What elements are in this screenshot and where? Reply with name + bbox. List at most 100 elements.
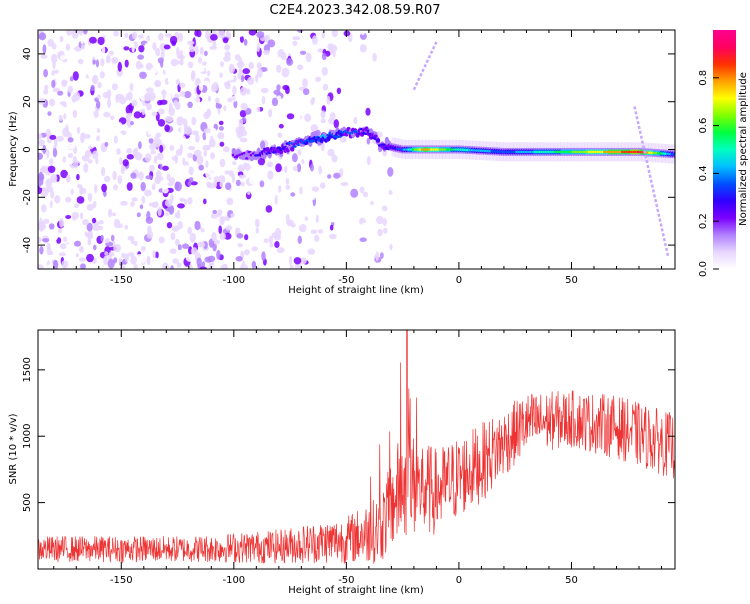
spectrogram-noise-cell bbox=[103, 111, 111, 118]
spectrogram-noise-cell bbox=[194, 220, 201, 231]
spectrogram-noise-cell bbox=[47, 165, 56, 173]
spectrogram-noise-cell bbox=[329, 224, 334, 231]
spectrogram-noise-cell bbox=[38, 236, 42, 244]
spectrogram-noise-cell bbox=[40, 54, 48, 59]
spectrogram-noise-cell bbox=[152, 42, 157, 51]
spectrogram-noise-cell bbox=[244, 249, 250, 256]
spectrogram-noise-cell bbox=[388, 190, 393, 195]
spectrogram-noise-cell bbox=[158, 108, 165, 115]
spectrogram-noise-cell bbox=[57, 228, 63, 234]
spectrogram-noise-cell bbox=[301, 115, 305, 124]
spectrogram-xtick-label: 50 bbox=[565, 275, 578, 286]
spectrogram-noise-cell bbox=[57, 90, 64, 96]
spectrogram-noise-cell bbox=[176, 46, 180, 57]
spectrogram-noise-cell bbox=[145, 216, 154, 224]
spectrogram-noise-cell bbox=[159, 99, 168, 105]
spectrogram-noise-cell bbox=[310, 229, 318, 235]
spectrogram-noise-cell bbox=[285, 184, 291, 190]
spectrogram-noise-cell bbox=[90, 142, 96, 148]
colorbar: 0.0 0.2 0.4 0.6 0.8 Normalized spectral ampl… bbox=[698, 30, 749, 277]
spectrogram-noise-cell bbox=[238, 30, 244, 37]
spectrogram-noise-cell bbox=[182, 46, 189, 57]
spectrogram-noise-cell bbox=[296, 64, 304, 71]
spectrogram-noise-cell bbox=[49, 134, 57, 140]
spectrogram-noise-cell bbox=[66, 174, 71, 183]
spectrogram-noise-cell bbox=[139, 204, 144, 210]
spectrogram-noise-cell bbox=[302, 78, 308, 88]
spectrogram-noise-cell bbox=[133, 240, 138, 247]
spectrogram-noise-cell bbox=[220, 264, 228, 269]
spectrogram-noise-cell bbox=[50, 190, 55, 199]
spectrogram-noise-cell bbox=[224, 51, 231, 58]
spectrogram-noise-cell bbox=[239, 87, 247, 96]
spectrogram-noise-cell bbox=[43, 69, 48, 78]
spectrogram-noise-cell bbox=[370, 201, 374, 205]
spectrogram-noise-cell bbox=[169, 35, 178, 45]
spectrogram-noise-cell bbox=[102, 45, 106, 55]
spectrogram-noise-cell bbox=[85, 232, 92, 238]
spectrogram-noise-cell bbox=[268, 108, 273, 118]
spectrogram-noise-cell bbox=[109, 115, 115, 121]
spectrogram-noise-cell bbox=[89, 36, 97, 44]
spectrogram-noise-cell bbox=[199, 46, 204, 55]
spectrogram-noise-cell bbox=[38, 264, 44, 269]
spectrogram-noise-cell bbox=[198, 82, 204, 92]
spectrogram-noise-cell bbox=[63, 113, 67, 120]
spectrogram-noise-cell bbox=[311, 35, 318, 45]
spectrogram-noise-cell bbox=[377, 228, 383, 237]
spectrogram-streak bbox=[633, 106, 670, 258]
spectrogram-noise-cell bbox=[107, 98, 112, 108]
spectrogram-noise-cell bbox=[180, 58, 184, 66]
spectrogram-noise-cell bbox=[320, 118, 326, 124]
spectrogram-noise-cell bbox=[80, 134, 85, 144]
spectrogram-noise-cell bbox=[247, 191, 251, 195]
spectrogram-noise-cell bbox=[136, 254, 144, 259]
spectrogram-panel: -150 -100 -50 0 50 -40 -20 0 20 40 Height of stra… bbox=[8, 29, 676, 296]
spectrogram-noise-cell bbox=[42, 186, 46, 193]
spectrogram-noise-cell bbox=[127, 91, 133, 101]
spectrogram-noise-cell bbox=[234, 54, 241, 61]
spectrogram-noise-cell bbox=[188, 45, 196, 53]
spectrogram-trace-cell bbox=[231, 148, 236, 154]
spectrogram-noise-cell bbox=[155, 260, 160, 269]
spectrogram-noise-cell bbox=[79, 245, 84, 253]
spectrogram-noise-cell bbox=[74, 203, 80, 209]
spectrogram-trace-cell bbox=[672, 153, 675, 156]
spectrogram-noise-cell bbox=[145, 148, 151, 155]
spectrogram-noise-cell bbox=[151, 239, 155, 244]
spectrogram-noise-cell bbox=[235, 196, 241, 206]
spectrogram-noise-cell bbox=[46, 149, 50, 159]
spectrogram-noise-cell bbox=[251, 88, 256, 98]
spectrogram-noise-cell bbox=[179, 134, 186, 145]
spectrogram-noise-cell bbox=[217, 131, 225, 140]
spectrogram-noise-cell bbox=[55, 73, 63, 83]
spectrogram-noise-cell bbox=[104, 175, 111, 183]
spectrogram-noise-cell bbox=[168, 75, 173, 84]
spectrogram-noise-cell bbox=[104, 223, 110, 233]
spectrogram-noise-cell bbox=[84, 133, 91, 139]
colorbar-tick-label: 0.0 bbox=[698, 261, 709, 277]
spectrogram-noise-cell bbox=[90, 84, 95, 92]
spectrogram-noise-cell bbox=[176, 74, 182, 80]
spectrogram-noise-cell bbox=[54, 138, 58, 148]
spectrogram-noise-cell bbox=[340, 181, 349, 187]
spectrogram-noise-cell bbox=[61, 260, 69, 269]
spectrogram-ytick-label: -20 bbox=[22, 189, 33, 205]
spectrogram-noise-cell bbox=[243, 38, 248, 46]
spectrogram-noise-cell bbox=[104, 141, 109, 147]
spectrogram-noise-cell bbox=[148, 138, 154, 144]
spectrogram-noise-cell bbox=[227, 97, 233, 103]
spectrogram-noise-cell bbox=[281, 67, 290, 78]
spectrogram-noise-cell bbox=[48, 98, 56, 107]
spectrogram-noise-cell bbox=[195, 45, 199, 55]
spectrogram-noise-cell bbox=[317, 48, 324, 53]
spectrogram-noise-cell bbox=[226, 197, 234, 206]
spectrogram-noise-cell bbox=[256, 106, 261, 112]
spectrogram-noise-cell bbox=[196, 154, 204, 165]
spectrogram-noise-cell bbox=[124, 59, 129, 68]
spectrogram-noise-cell bbox=[333, 119, 339, 129]
spectrogram-noise-cell bbox=[65, 43, 70, 51]
spectrogram-noise-cell bbox=[304, 216, 309, 221]
snr-xtick-label: -150 bbox=[110, 575, 133, 586]
spectrogram-xtick-label: -150 bbox=[110, 275, 133, 286]
